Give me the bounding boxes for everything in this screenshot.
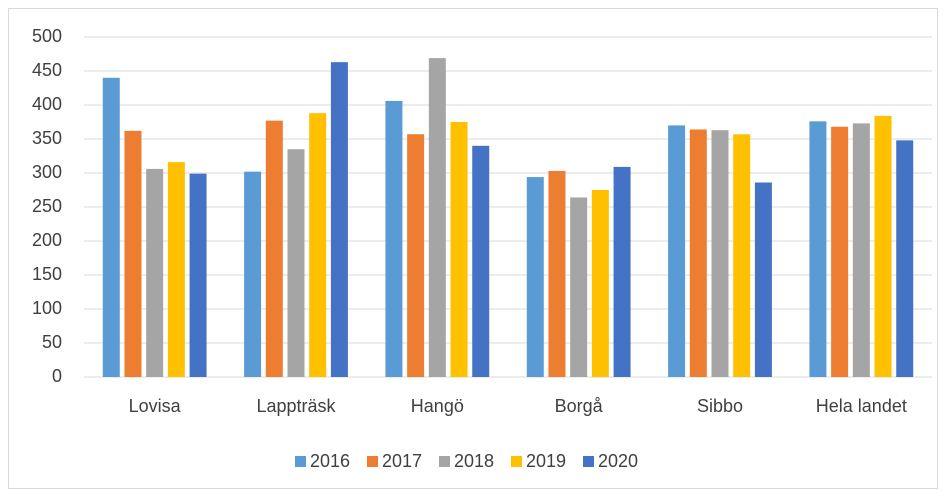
x-tick-label: Hangö [411, 396, 464, 416]
legend-label: 2017 [382, 451, 422, 471]
y-tick-label: 400 [32, 94, 62, 114]
bar [733, 134, 751, 377]
legend-swatch [295, 456, 306, 467]
bar [265, 120, 283, 377]
bar [689, 129, 707, 377]
bar [167, 162, 185, 377]
legend-label: 2016 [310, 451, 350, 471]
bar [428, 58, 446, 377]
bar [407, 134, 425, 377]
bar [244, 171, 262, 377]
bar [124, 130, 142, 377]
bar [809, 121, 827, 377]
bar [102, 77, 120, 378]
bar [570, 197, 588, 377]
legend-swatch [511, 456, 522, 467]
x-tick-label: Lovisa [129, 396, 182, 416]
y-tick-label: 250 [32, 196, 62, 216]
y-tick-label: 50 [42, 332, 62, 352]
y-tick-label: 200 [32, 230, 62, 250]
bar [852, 123, 870, 377]
bar [754, 182, 772, 377]
y-tick-label: 450 [32, 60, 62, 80]
bar [831, 126, 849, 377]
y-tick-label: 0 [52, 366, 62, 386]
legend-swatch [439, 456, 450, 467]
bar [711, 130, 729, 377]
bar [330, 62, 348, 377]
bar [591, 190, 609, 377]
bar [287, 149, 305, 377]
legend-label: 2020 [598, 451, 638, 471]
x-tick-label: Hela landet [816, 396, 907, 416]
legend-swatch [583, 456, 594, 467]
bar [472, 145, 490, 377]
bar [668, 125, 686, 378]
bar [309, 113, 327, 377]
x-tick-label: Sibbo [697, 396, 743, 416]
y-tick-label: 350 [32, 128, 62, 148]
legend-label: 2018 [454, 451, 494, 471]
x-tick-label: Lappträsk [256, 396, 336, 416]
y-tick-label: 500 [32, 26, 62, 46]
bar [450, 122, 468, 377]
bar [189, 173, 207, 377]
bar [874, 115, 892, 377]
bar [548, 170, 566, 377]
legend-label: 2019 [526, 451, 566, 471]
y-tick-label: 150 [32, 264, 62, 284]
bar [613, 166, 631, 377]
x-tick-label: Borgå [555, 396, 604, 416]
bar [146, 168, 164, 377]
bar [526, 177, 544, 377]
y-tick-label: 300 [32, 162, 62, 182]
legend-swatch [367, 456, 378, 467]
bar [896, 140, 914, 377]
y-tick-label: 100 [32, 298, 62, 318]
bar [385, 100, 403, 378]
